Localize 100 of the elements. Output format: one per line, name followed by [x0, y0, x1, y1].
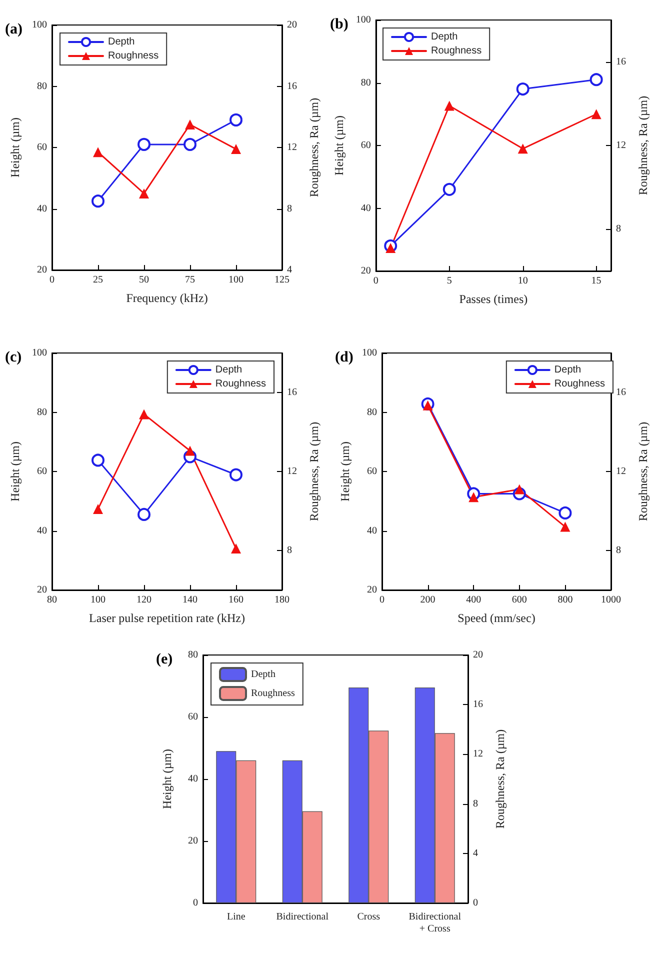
chart-title: (d) — [335, 350, 354, 366]
legend-label: Roughness — [251, 688, 295, 699]
point — [558, 506, 572, 520]
y-tick-label: 100 — [32, 20, 47, 30]
y-tick-label: 100 — [356, 14, 371, 26]
y-tick-label: 20 — [188, 836, 198, 846]
x-tick-label: 25 — [93, 274, 103, 286]
point — [93, 504, 103, 514]
point — [92, 194, 104, 208]
y2-tick-label: 8 — [473, 798, 478, 810]
x-axis-title: Laser pulse repetition rate (kHz) — [89, 611, 245, 625]
point — [386, 242, 396, 253]
y-tick-label: 20 — [37, 584, 47, 596]
point — [590, 73, 603, 86]
point — [231, 544, 241, 554]
y2-tick-label: 4 — [287, 264, 292, 276]
x-tick-label: 180 — [274, 594, 290, 606]
x-axis-title: Passes (times) — [459, 292, 528, 306]
y2-tick-label: 4 — [473, 848, 478, 859]
y-tick-label: 60 — [37, 466, 47, 477]
y2-axis-title: Roughness, Ra (µm) — [307, 98, 321, 198]
y-tick-label: 20 — [367, 584, 377, 596]
point — [518, 144, 528, 154]
y-tick-label: 80 — [188, 650, 198, 660]
y2-tick-label: 16 — [616, 56, 626, 68]
y2-tick-label: 16 — [287, 80, 297, 92]
x-tick-label: 100 — [228, 274, 244, 286]
legend-label: Roughness — [431, 46, 482, 56]
y-tick-label: 100 — [32, 348, 47, 358]
y-axis-title: Height (µm) — [338, 442, 352, 502]
x-tick-label: 0 — [380, 594, 384, 606]
y2-tick-label: 8 — [616, 224, 621, 235]
point — [138, 138, 150, 151]
y2-tick-label: 8 — [287, 545, 292, 556]
point — [422, 400, 433, 410]
x-axis-title: Speed (mm/sec) — [458, 611, 536, 625]
x-tick-label: Cross — [357, 912, 380, 922]
point — [139, 409, 149, 420]
y-tick-label: 80 — [37, 80, 47, 92]
y2-tick-label: 12 — [616, 140, 626, 151]
x-tick-label: 160 — [228, 594, 244, 606]
point — [139, 188, 149, 198]
y2-tick-label: 12 — [287, 466, 297, 477]
y2-tick-label: 16 — [616, 387, 626, 398]
y-tick-label: 40 — [360, 202, 371, 214]
chart-title: (c) — [5, 350, 22, 366]
x-tick-label: 100 — [90, 594, 106, 606]
x-tick-label: 600 — [512, 594, 527, 606]
y-tick-label: 60 — [37, 142, 47, 153]
x-tick-label: Line — [226, 912, 246, 922]
point — [516, 82, 530, 96]
y2-tick-label: 8 — [616, 545, 621, 556]
x-tick-label: 800 — [558, 594, 573, 606]
legend-label: Roughness — [215, 378, 266, 390]
point — [92, 454, 104, 467]
x-tick-label: 50 — [139, 274, 149, 286]
x-tick-label: Bidirectional — [276, 912, 329, 922]
legend-label: Depth — [108, 36, 135, 48]
legend-label: Depth — [251, 669, 276, 680]
legend-label: Depth — [215, 364, 242, 376]
y-axis-title: Height (µm) — [8, 118, 22, 178]
legend-label: Roughness — [554, 378, 606, 390]
x-tick-label: 140 — [182, 594, 198, 606]
y2-tick-label: 20 — [473, 650, 483, 660]
legend-label: Depth — [554, 364, 582, 376]
y-tick-label: 80 — [367, 406, 377, 418]
point — [468, 492, 479, 502]
y-tick-label: 80 — [360, 77, 371, 88]
legend-label: Roughness — [108, 50, 159, 62]
y2-axis-title: Roughness, Ra (µm) — [636, 422, 650, 522]
point — [560, 522, 570, 532]
y2-tick-label: 16 — [287, 387, 297, 398]
point — [230, 113, 242, 126]
point — [185, 446, 195, 456]
y2-axis-title: Roughness, Ra (µm) — [307, 422, 321, 522]
y2-tick-label: 12 — [287, 142, 297, 153]
y2-tick-label: 0 — [473, 898, 478, 908]
y-tick-label: 60 — [360, 140, 371, 151]
x-tick-label: 15 — [591, 276, 602, 286]
y2-tick-label: 20 — [287, 20, 297, 30]
x-axis-title: Frequency (kHz) — [126, 291, 208, 305]
point — [184, 138, 196, 151]
point — [93, 147, 103, 158]
y-tick-label: 80 — [37, 406, 47, 418]
point — [444, 100, 454, 111]
y2-tick-label: 8 — [287, 203, 292, 214]
point — [231, 144, 241, 154]
y-tick-label: 20 — [37, 264, 47, 276]
chart-title: (a) — [5, 22, 22, 38]
y-tick-label: 0 — [193, 898, 198, 908]
legend-label: Depth — [431, 32, 458, 42]
y-tick-label: 40 — [37, 203, 47, 214]
y2-axis-title: Roughness, Ra (µm) — [636, 96, 650, 196]
x-tick-label: 1000 — [601, 594, 621, 606]
point — [185, 120, 195, 130]
x-tick-label: 125 — [274, 274, 290, 286]
point — [591, 109, 602, 120]
x-tick-label: 5 — [446, 276, 452, 286]
y-tick-label: 100 — [362, 348, 377, 358]
y2-tick-label: 16 — [473, 699, 483, 710]
